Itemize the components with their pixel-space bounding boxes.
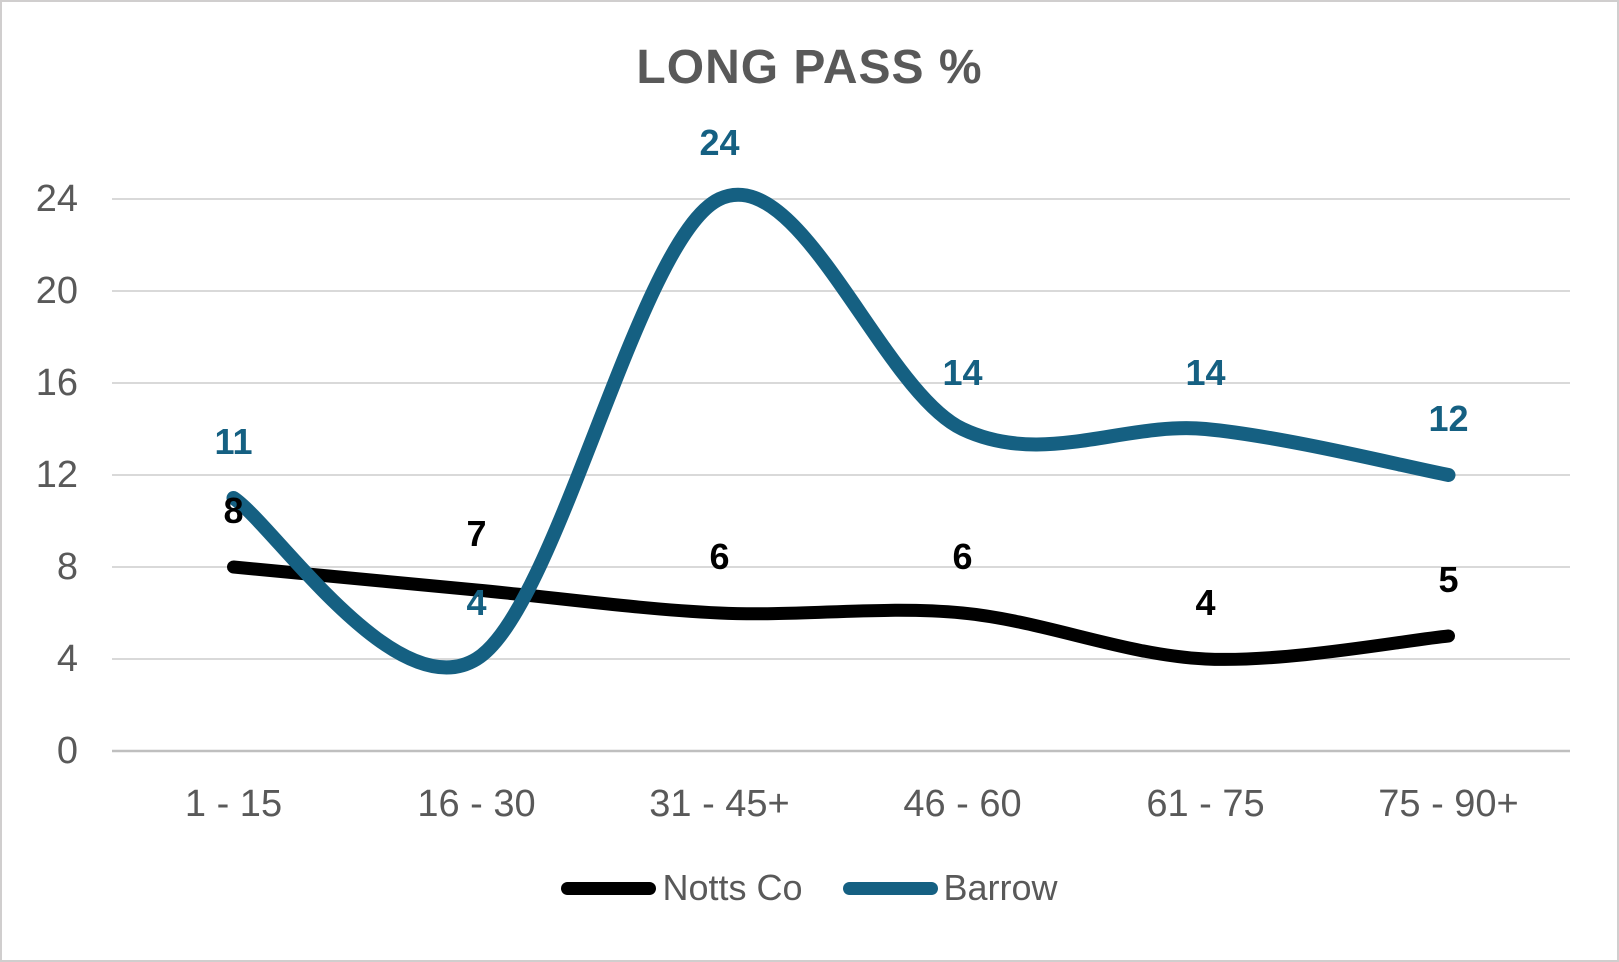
y-tick-label: 0 bbox=[56, 730, 78, 772]
data-label-notts-co: 7 bbox=[466, 513, 487, 554]
data-label-barrow: 4 bbox=[466, 582, 487, 623]
data-label-notts-co: 6 bbox=[952, 536, 973, 577]
x-tick-label: 75 - 90+ bbox=[1378, 783, 1519, 825]
x-tick-label: 31 - 45+ bbox=[649, 783, 790, 825]
data-label-notts-co: 8 bbox=[223, 490, 244, 531]
data-label-barrow: 11 bbox=[214, 421, 253, 462]
y-tick-label: 16 bbox=[35, 362, 78, 404]
chart-title: LONG PASS % bbox=[636, 41, 983, 94]
legend-label-notts-co: Notts Co bbox=[662, 867, 803, 908]
data-label-notts-co: 6 bbox=[709, 536, 730, 577]
y-tick-label: 8 bbox=[56, 546, 78, 588]
legend-label-barrow: Barrow bbox=[943, 867, 1058, 908]
data-label-barrow: 14 bbox=[1185, 352, 1226, 393]
y-tick-label: 24 bbox=[35, 178, 78, 220]
series-line-notts-co bbox=[227, 560, 1455, 666]
series-line-barrow bbox=[226, 187, 1456, 675]
data-label-notts-co: 5 bbox=[1438, 559, 1459, 600]
data-label-notts-co: 4 bbox=[1195, 582, 1216, 623]
data-label-barrow: 14 bbox=[942, 352, 983, 393]
data-label-barrow: 12 bbox=[1428, 398, 1469, 439]
legend: Notts Co Barrow bbox=[2, 865, 1617, 911]
legend-swatch-notts-co bbox=[561, 881, 657, 895]
y-tick-label: 12 bbox=[35, 454, 78, 496]
legend-item-notts-co: Notts Co bbox=[561, 865, 803, 911]
x-tick-label: 61 - 75 bbox=[1146, 783, 1265, 825]
legend-item-barrow: Barrow bbox=[842, 865, 1058, 911]
y-tick-label: 20 bbox=[35, 270, 78, 312]
data-label-barrow: 24 bbox=[699, 122, 740, 163]
legend-swatch-barrow bbox=[842, 881, 938, 895]
x-tick-label: 1 - 15 bbox=[184, 783, 283, 825]
y-tick-label: 4 bbox=[56, 638, 78, 680]
x-tick-label: 16 - 30 bbox=[417, 783, 536, 825]
x-tick-label: 46 - 60 bbox=[903, 783, 1022, 825]
